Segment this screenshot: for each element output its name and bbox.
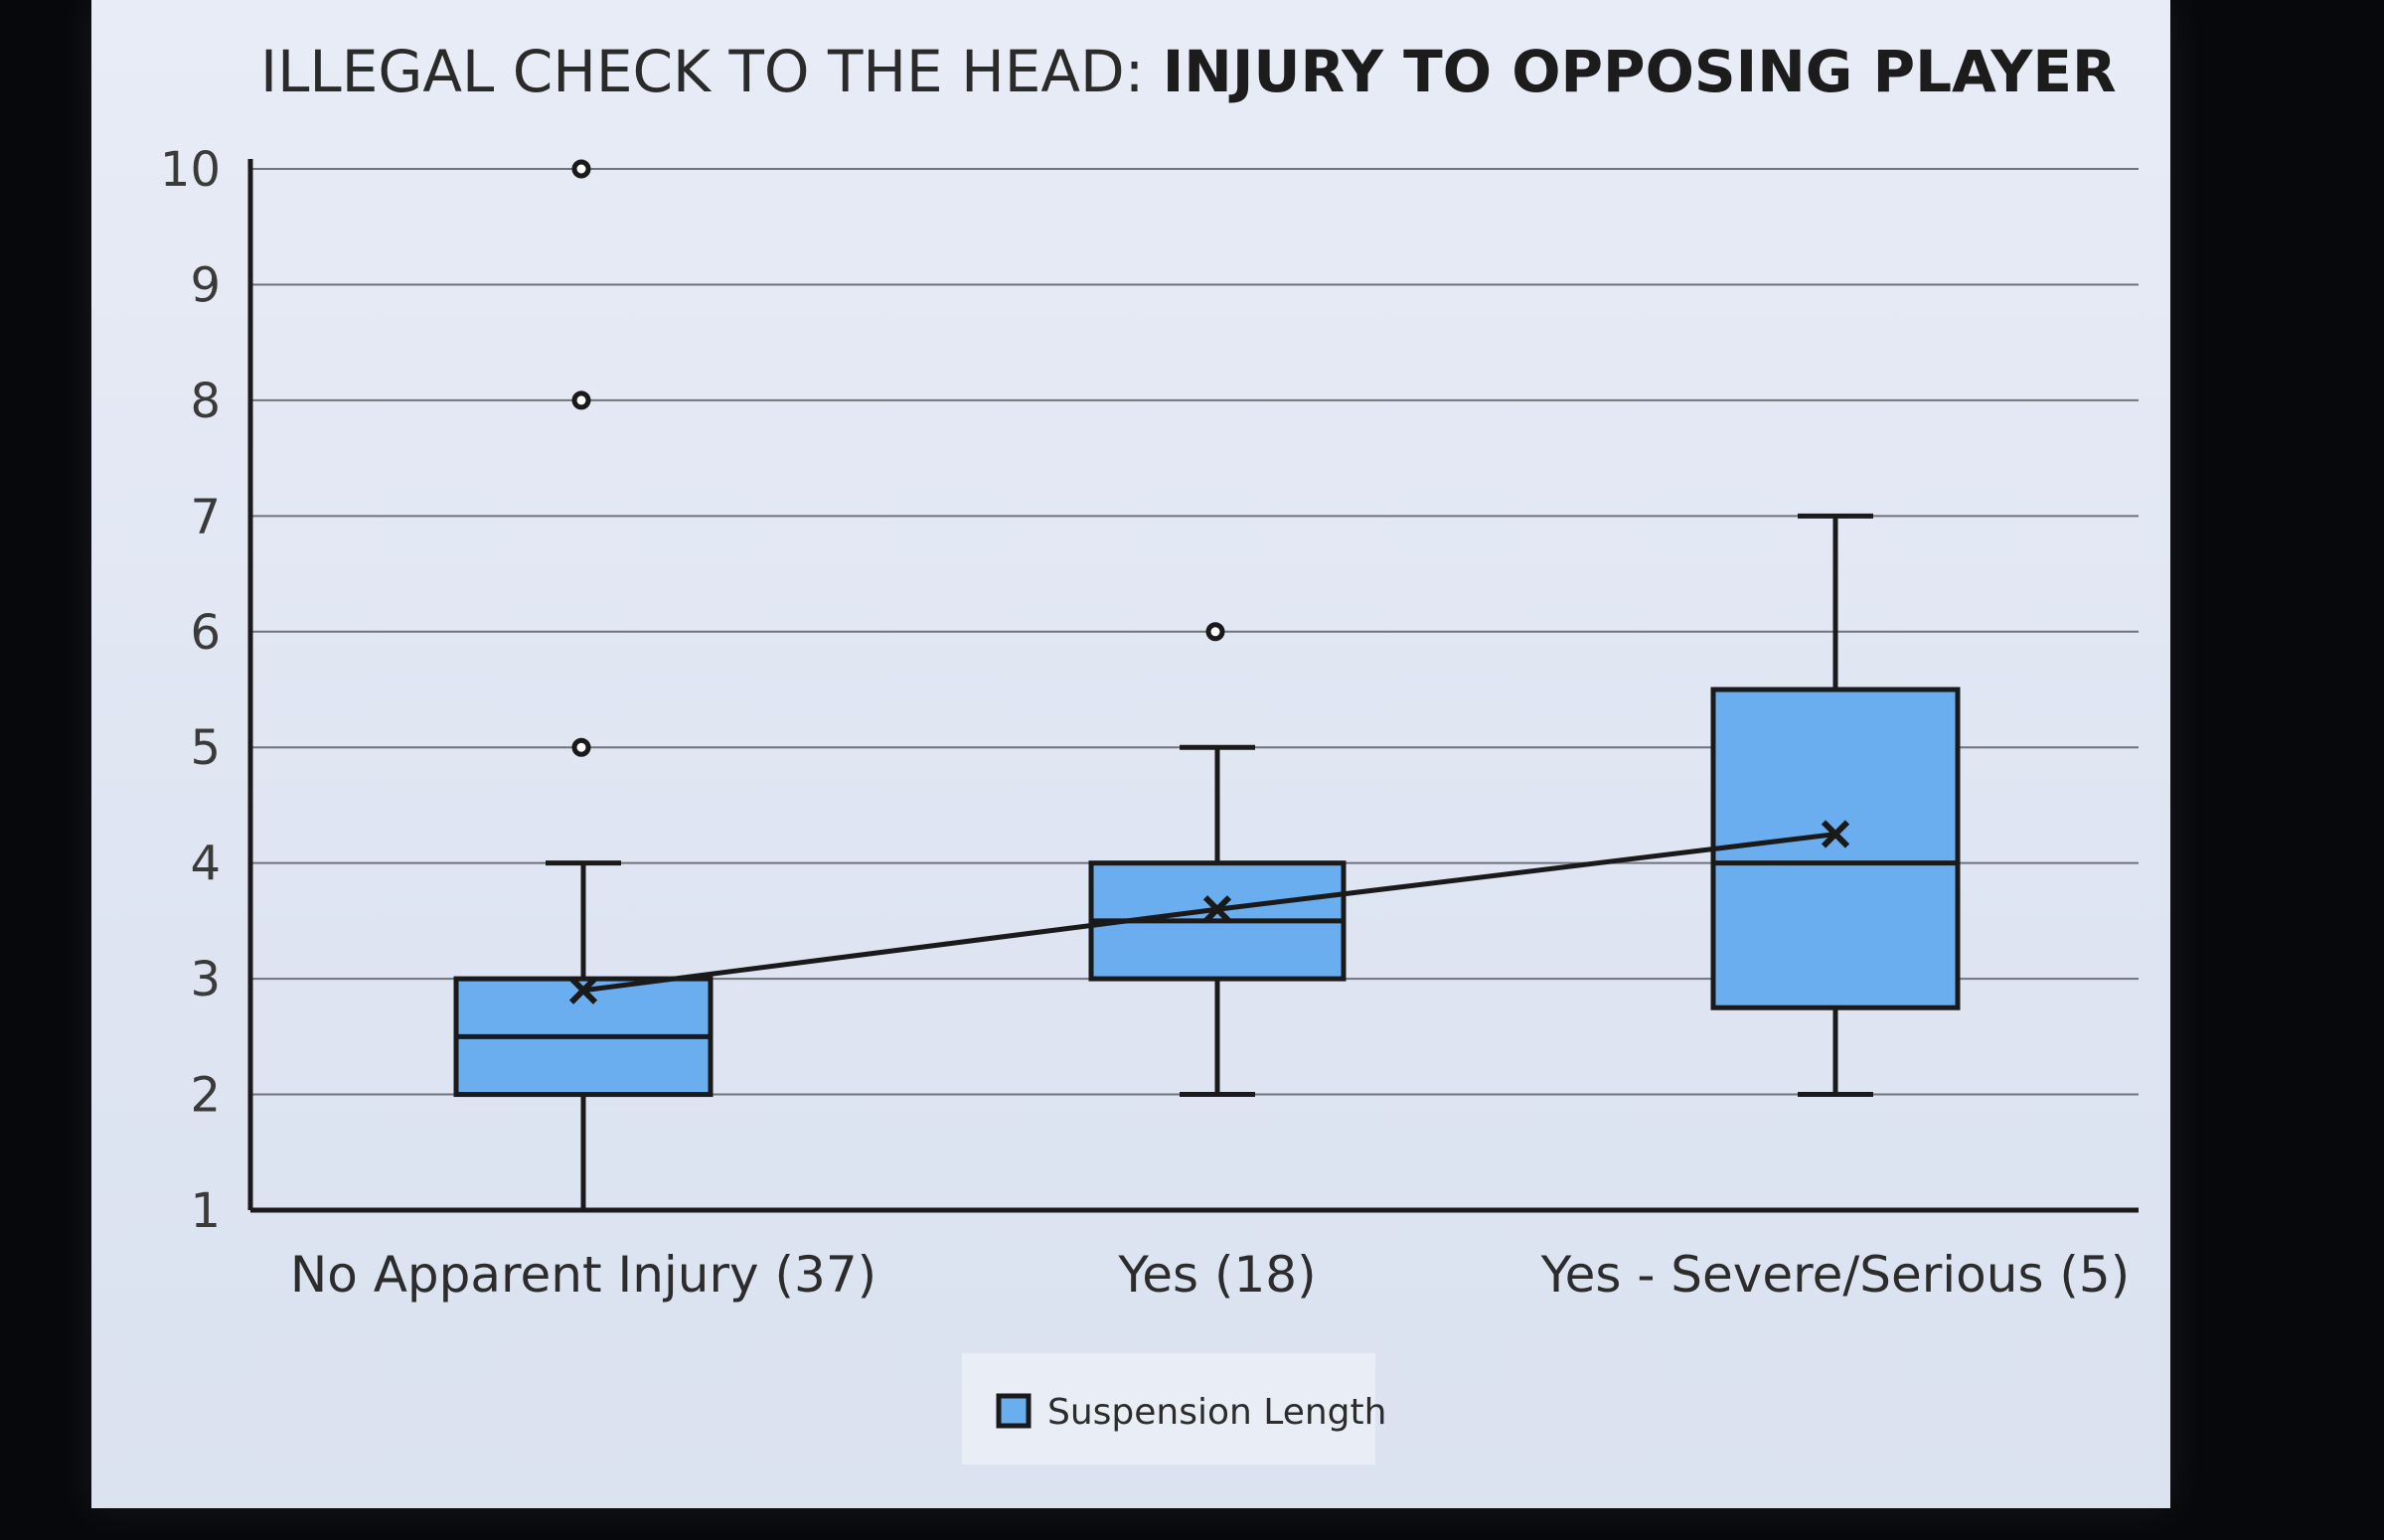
x-tick-label: Yes - Severe/Serious (5) <box>1540 1246 2130 1304</box>
chart-title: ILLEGAL CHECK TO THE HEAD: INJURY TO OPP… <box>260 38 2117 105</box>
outlier-point <box>571 159 591 179</box>
box-plot-chart: ILLEGAL CHECK TO THE HEAD: INJURY TO OPP… <box>160 38 2139 1464</box>
y-axis: 1 2 3 4 5 6 7 8 9 10 <box>160 142 253 1239</box>
legend: Suspension Length <box>962 1353 1386 1464</box>
mean-marker <box>1202 895 1232 924</box>
legend-swatch <box>996 1393 1032 1429</box>
box-iqr <box>1710 687 1961 1010</box>
y-tick-label: 10 <box>160 142 221 198</box>
box-group <box>1088 622 1347 1098</box>
chart-title-prefix: ILLEGAL CHECK TO THE HEAD: <box>260 38 1163 105</box>
y-tick-label: 7 <box>190 489 221 544</box>
x-tick-label: Yes (18) <box>1117 1246 1316 1304</box>
y-tick-label: 1 <box>190 1183 221 1239</box>
outlier-point <box>1205 622 1225 642</box>
outlier-point <box>571 737 591 757</box>
y-tick-label: 4 <box>190 837 221 892</box>
chart-title-emphasis: INJURY TO OPPOSING PLAYER <box>1163 38 2117 105</box>
mean-marker-stroke <box>1202 895 1232 924</box>
y-tick-label: 8 <box>190 374 221 429</box>
y-tick-label: 2 <box>190 1068 221 1124</box>
y-tick-label: 3 <box>190 952 221 1007</box>
box-group <box>453 159 714 1213</box>
y-tick-label: 9 <box>190 257 221 313</box>
box-group <box>1710 513 1961 1098</box>
box-series <box>453 159 1961 1213</box>
projection-screen: ILLEGAL CHECK TO THE HEAD: INJURY TO OPP… <box>91 0 2170 1508</box>
outlier-point <box>571 390 591 410</box>
y-tick-label: 6 <box>190 605 221 661</box>
y-tick-label: 5 <box>190 720 221 776</box>
x-tick-label: No Apparent Injury (37) <box>290 1246 876 1304</box>
mean-marker-stroke <box>1821 820 1850 848</box>
mean-marker-stroke <box>568 976 598 1004</box>
mean-marker <box>568 976 598 1004</box>
legend-label: Suspension Length <box>1047 1392 1386 1433</box>
x-axis: No Apparent Injury (37) Yes (18) Yes - Sev… <box>250 1207 2139 1304</box>
mean-marker <box>1821 820 1850 848</box>
